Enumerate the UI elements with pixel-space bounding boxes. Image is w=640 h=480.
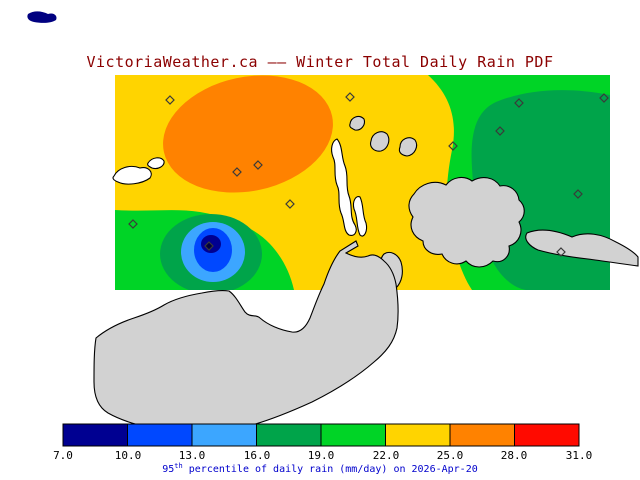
coastline-layer (93, 115, 639, 433)
colorbar-segment (449, 423, 515, 447)
colorbar-tick-label: 19.0 (308, 449, 335, 462)
colorbar-segment (62, 423, 128, 447)
station-marker (232, 167, 242, 177)
islet-west-1 (112, 165, 152, 185)
island-northeast-2 (398, 137, 418, 157)
station-marker (573, 189, 583, 199)
mainland-strip-east (525, 229, 639, 267)
colorbar-segment (191, 423, 257, 447)
top-left-logo-mark (27, 11, 57, 23)
station-marker-filled (204, 241, 214, 251)
colorbar-segment (256, 423, 322, 447)
inlet-channel-central-2 (352, 196, 368, 237)
colorbar-tick-label: 10.0 (115, 449, 142, 462)
chart-title: VictoriaWeather.ca —— Winter Total Daily… (86, 53, 553, 71)
station-marker (128, 219, 138, 229)
station-marker (495, 126, 505, 136)
caption-text: percentile of daily rain (mm/day) on 202… (183, 464, 478, 475)
station-marker (599, 93, 609, 103)
colorbar-tick-label: 22.0 (373, 449, 400, 462)
colorbar (62, 423, 580, 447)
station-marker (448, 141, 458, 151)
islet-west-2 (147, 157, 165, 170)
station-marker (285, 199, 295, 209)
station-marker (556, 247, 566, 257)
caption-number: 95 (162, 464, 174, 475)
station-marker (345, 92, 355, 102)
colorbar-segment (320, 423, 386, 447)
colorbar-tick-label: 31.0 (566, 449, 593, 462)
colorbar-tick-label: 25.0 (437, 449, 464, 462)
colorbar-frame (62, 423, 580, 447)
colorbar-segment (127, 423, 193, 447)
station-marker (253, 160, 263, 170)
station-marker (165, 95, 175, 105)
colorbar-tick-label: 16.0 (244, 449, 271, 462)
colorbar-segment (385, 423, 451, 447)
station-marker (514, 98, 524, 108)
colorbar-tick-label: 13.0 (179, 449, 206, 462)
inlet-channel-central (331, 138, 357, 236)
caption-superscript: th (174, 462, 182, 470)
station-markers (128, 92, 609, 257)
island-northeast-1 (370, 131, 390, 152)
colorbar-ticks: 7.0 10.0 13.0 16.0 19.0 22.0 25.0 28.0 3… (53, 449, 592, 462)
islet-central (349, 115, 365, 131)
colorbar-caption: 95th percentile of daily rain (mm/day) o… (162, 462, 478, 475)
colorbar-tick-label: 7.0 (53, 449, 73, 462)
colorbar-segment (514, 423, 580, 447)
contour-orange-max-region (163, 75, 333, 193)
island-archipelago-east (408, 176, 525, 268)
colorbar-tick-label: 28.0 (501, 449, 528, 462)
